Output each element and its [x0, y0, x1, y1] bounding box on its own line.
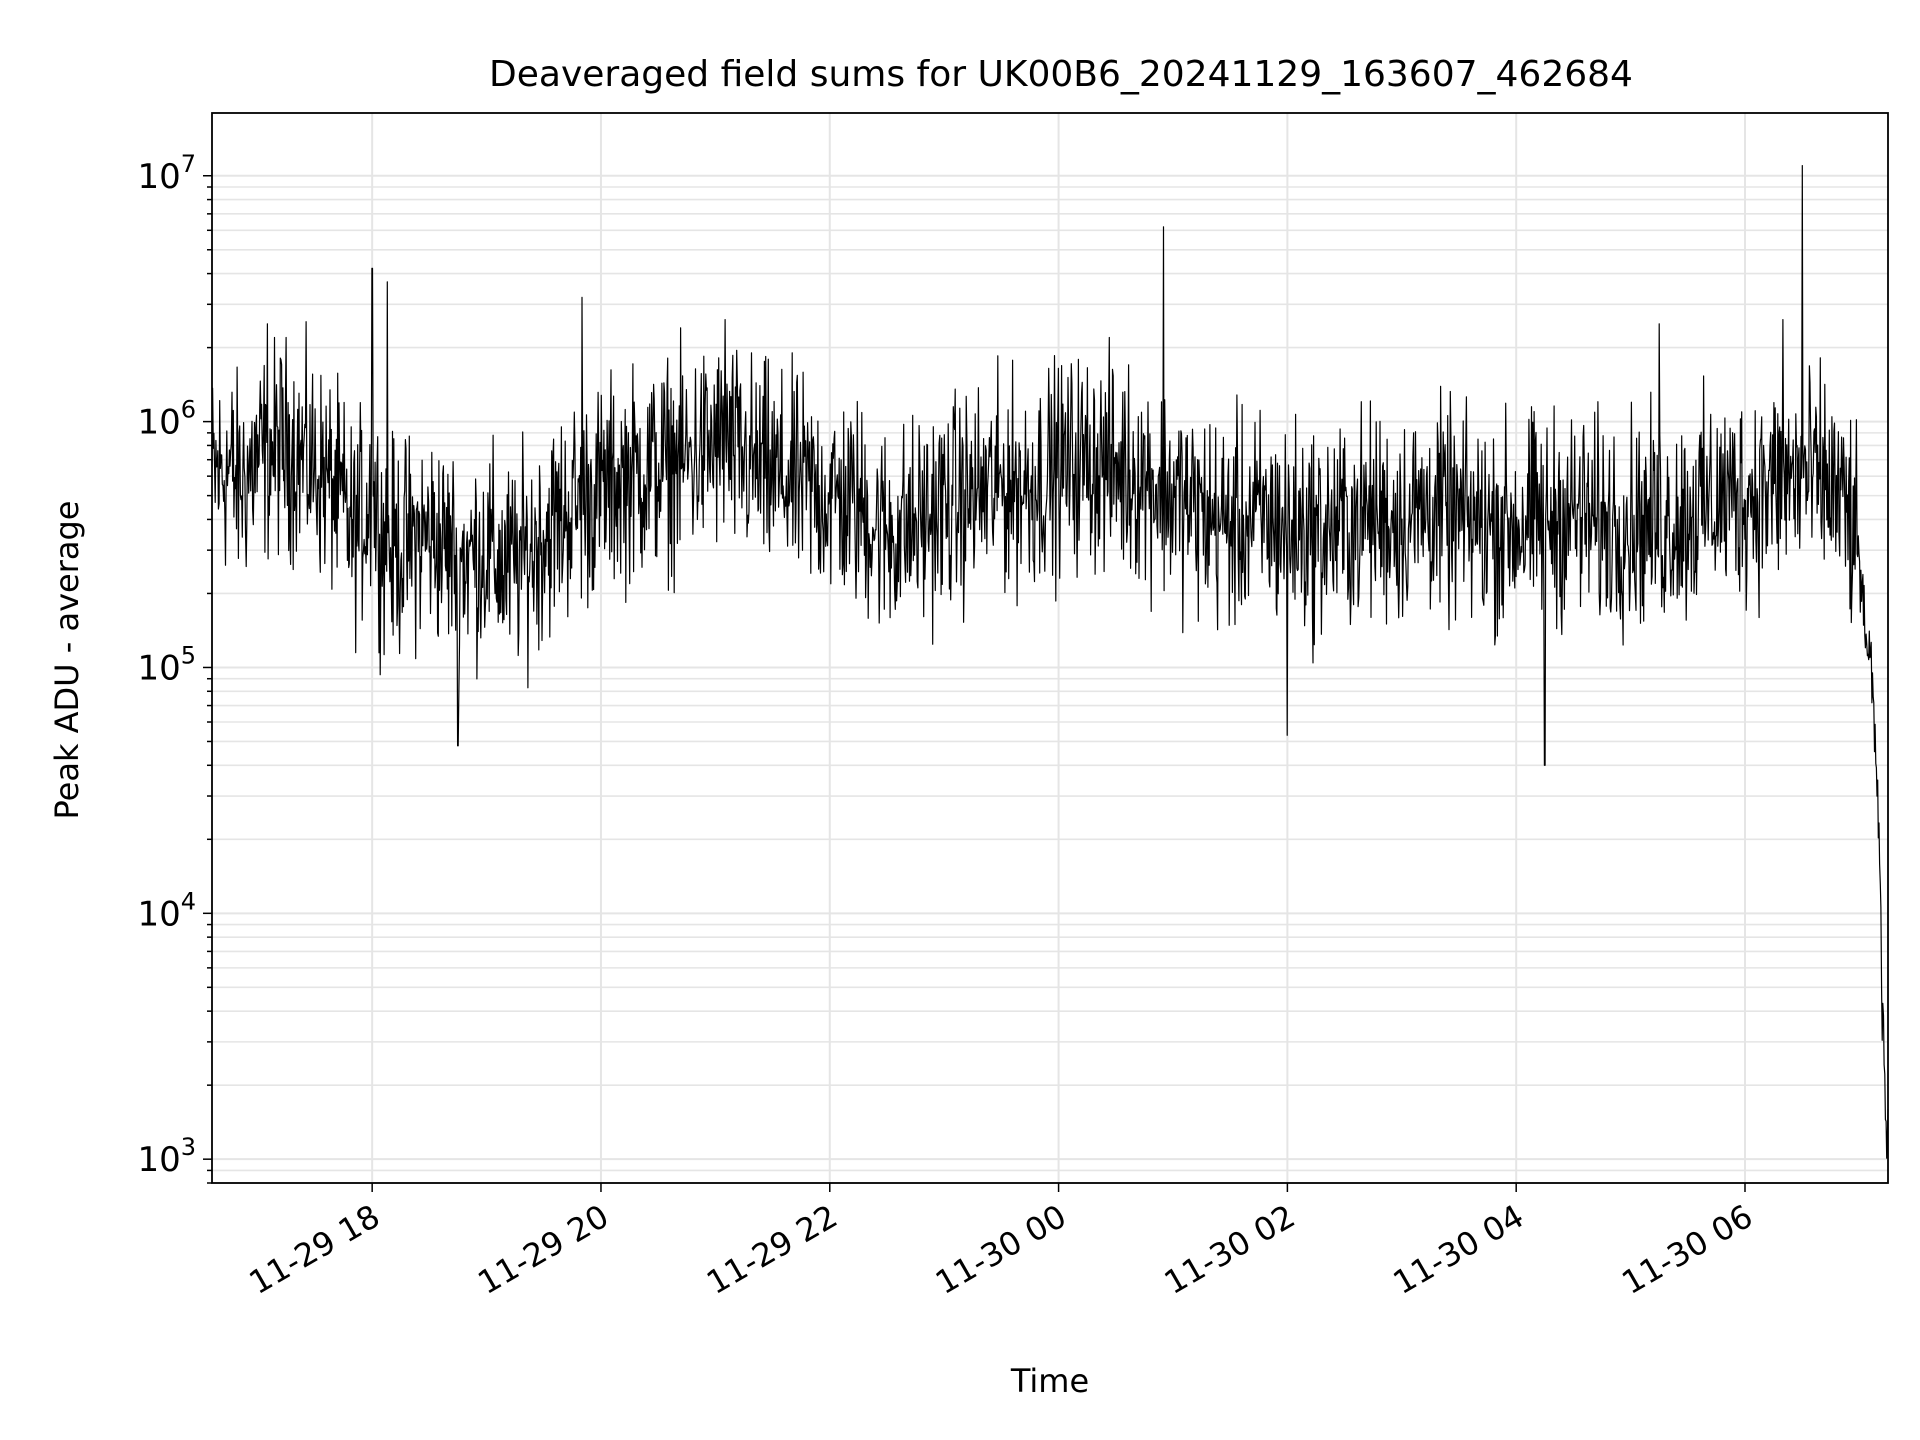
- plot-frame: [211, 112, 1889, 1184]
- x-axis-label: Time: [1010, 1362, 1089, 1400]
- y-axis-label: Peak ADU - average: [48, 501, 86, 820]
- y-tick-label: 103: [137, 1133, 196, 1180]
- y-tick-label: 107: [137, 150, 196, 197]
- y-tick-label: 105: [137, 641, 196, 688]
- chart-title: Deaveraged field sums for UK00B6_2024112…: [489, 54, 1633, 95]
- series-line: [211, 165, 1889, 1159]
- line-layer: [211, 165, 1889, 1159]
- y-tick-label: 106: [137, 396, 196, 443]
- y-tick-label: 104: [137, 887, 196, 934]
